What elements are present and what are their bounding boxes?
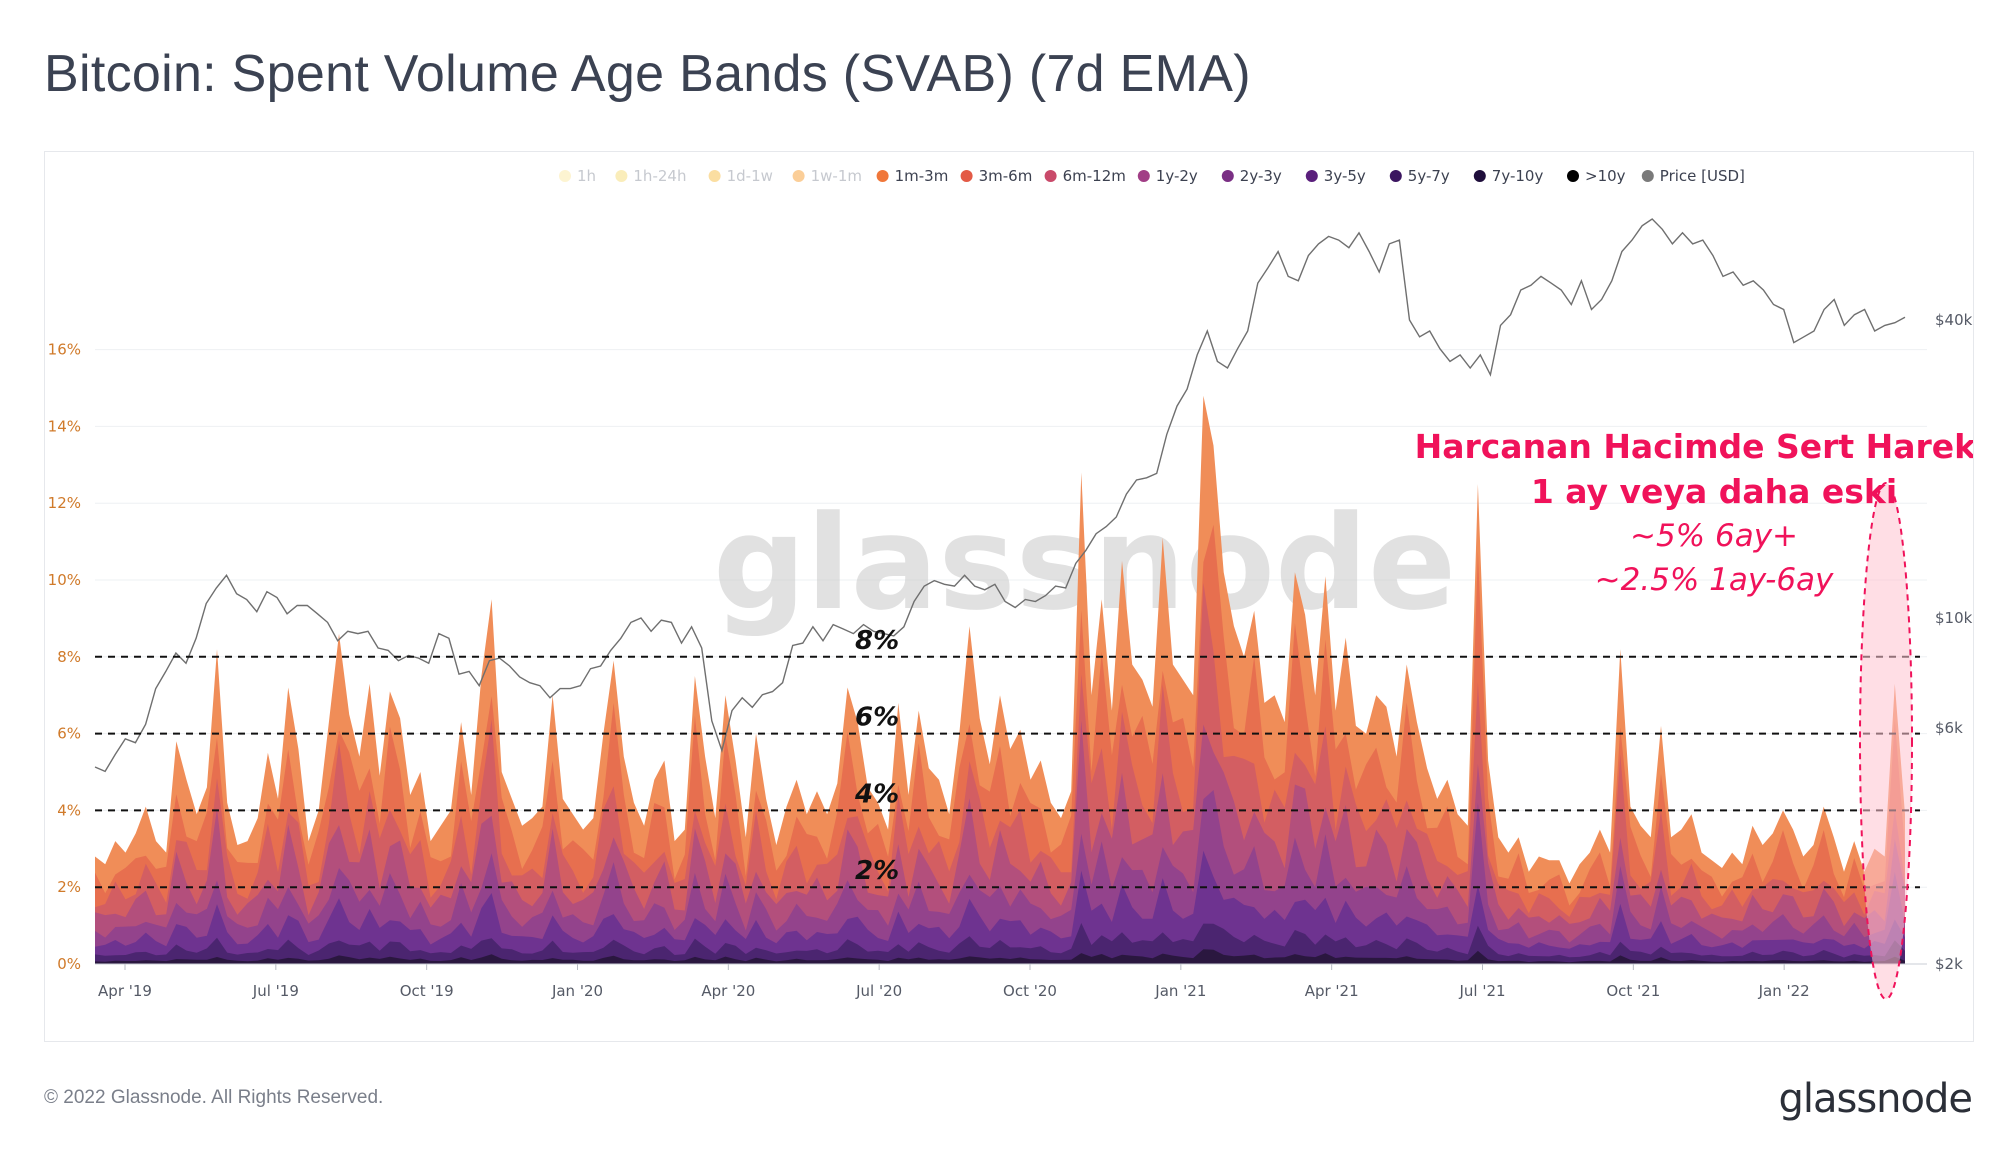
reference-line-label: 2%	[855, 856, 899, 886]
legend-swatch	[708, 170, 721, 182]
x-tick-label: Jul '19	[252, 982, 299, 1000]
legend-item-label: 1w-1m	[811, 167, 862, 185]
legend-item-label: 1h-24h	[633, 167, 686, 185]
price-tick-label: $40k	[1935, 311, 1973, 329]
legend-swatch	[1221, 170, 1234, 182]
y-tick-label: 12%	[48, 494, 81, 512]
y-tick-label: 4%	[57, 801, 81, 819]
legend-swatch	[1044, 170, 1057, 182]
chart-title: Bitcoin: Spent Volume Age Bands (SVAB) (…	[44, 45, 1251, 103]
x-tick-label: Jan '20	[551, 982, 603, 1000]
age-band-area	[95, 949, 1905, 964]
legend-item-label: 7y-10y	[1492, 167, 1544, 185]
legend-swatch	[1305, 170, 1318, 182]
legend-item-label: >10y	[1585, 167, 1626, 185]
age-band-areas	[95, 395, 1905, 964]
x-tick-label: Oct '19	[400, 982, 454, 1000]
copyright-text: © 2022 Glassnode. All Rights Reserved.	[44, 1087, 384, 1108]
x-tick-label: Jan '22	[1758, 982, 1810, 1000]
x-tick-label: Apr '20	[701, 982, 755, 1000]
legend-item-label: 3m-6m	[979, 167, 1033, 185]
y-tick-label: 6%	[57, 725, 81, 743]
annotation-line3: ~5% 6ay+	[1630, 518, 1798, 554]
svab-chart: glassnode 8%6%4%2% 0%2%4%6%8%10%12%14%16…	[48, 167, 1973, 1000]
legend-item-label: 1m-3m	[895, 167, 949, 185]
legend-swatch	[792, 170, 805, 182]
legend-item-label: Price [USD]	[1660, 167, 1745, 185]
chart-panel: glassnode 8%6%4%2% 0%2%4%6%8%10%12%14%16…	[44, 151, 1974, 1042]
glassnode-logo: glassnode	[1778, 1076, 1973, 1122]
price-usd-line	[94, 218, 1906, 773]
x-tick-label: Oct '21	[1606, 982, 1660, 1000]
price-tick-label: $6k	[1935, 719, 1963, 737]
x-tick-label: Apr '21	[1305, 982, 1359, 1000]
legend-item-label: 1d-1w	[727, 167, 773, 185]
legend-swatch	[1473, 170, 1486, 182]
legend-swatch	[559, 170, 571, 182]
age-band-area	[95, 923, 1905, 964]
reference-lines: 8% 6% 4% 2%	[95, 626, 1920, 889]
y-tick-label: 16%	[48, 341, 81, 359]
x-tick-label: Jan '21	[1154, 982, 1206, 1000]
legend-swatch	[615, 170, 628, 182]
reference-line-label: 4%	[854, 779, 899, 809]
legend-item-label: 5y-7y	[1408, 167, 1450, 185]
x-tick-label: Oct '20	[1003, 982, 1057, 1000]
x-tick-label: Apr '19	[98, 982, 152, 1000]
legend-item-label: 1y-2y	[1156, 167, 1198, 185]
price-tick-label: $2k	[1935, 955, 1963, 973]
reference-line-label: 8%	[855, 626, 899, 656]
y-tick-label: 8%	[57, 648, 81, 666]
legend-swatch	[1137, 170, 1150, 182]
y-tick-label: 10%	[48, 571, 81, 589]
legend-swatch	[876, 170, 889, 182]
annotation-line2: 1 ay veya daha eski	[1531, 472, 1897, 511]
price-tick-label: $10k	[1935, 609, 1973, 627]
x-tick-label: Jul '20	[855, 982, 902, 1000]
highlight-ellipse	[1859, 482, 1913, 1000]
y-tick-label: 14%	[48, 417, 81, 435]
legend-item-label: 2y-3y	[1240, 167, 1282, 185]
legend: 1h 1h-24h 1d-1w 1w-1m 1m-3m 3m-6m 6m-12m 1y-2y 2…	[559, 167, 1745, 185]
y-tick-label: 2%	[57, 878, 81, 896]
legend-item-label: 1h	[577, 167, 596, 185]
legend-swatch	[1567, 170, 1579, 182]
legend-swatch	[1641, 170, 1654, 182]
legend-item-label: 6m-12m	[1063, 167, 1126, 185]
annotation-line4: ~2.5% 1ay-6ay	[1595, 562, 1834, 598]
annotation: Harcanan Hacimde Sert Hareket 1 ay veya …	[1415, 427, 1973, 1000]
age-band-area	[95, 850, 1905, 964]
legend-item-label: 3y-5y	[1324, 167, 1366, 185]
legend-swatch	[1389, 170, 1402, 182]
reference-line-label: 6%	[855, 703, 899, 733]
y-tick-label: 0%	[57, 955, 81, 973]
price-line	[94, 218, 1906, 773]
legend-swatch	[960, 170, 973, 182]
x-tick-label: Jul '21	[1458, 982, 1505, 1000]
age-band-area	[95, 790, 1905, 964]
annotation-line1: Harcanan Hacimde Sert Hareket	[1415, 427, 1973, 466]
axes: 0% 2% 4% 6% 8% 10% 12% 14% 16% $2k $6k $10k $40k Apr …	[48, 311, 1973, 1000]
